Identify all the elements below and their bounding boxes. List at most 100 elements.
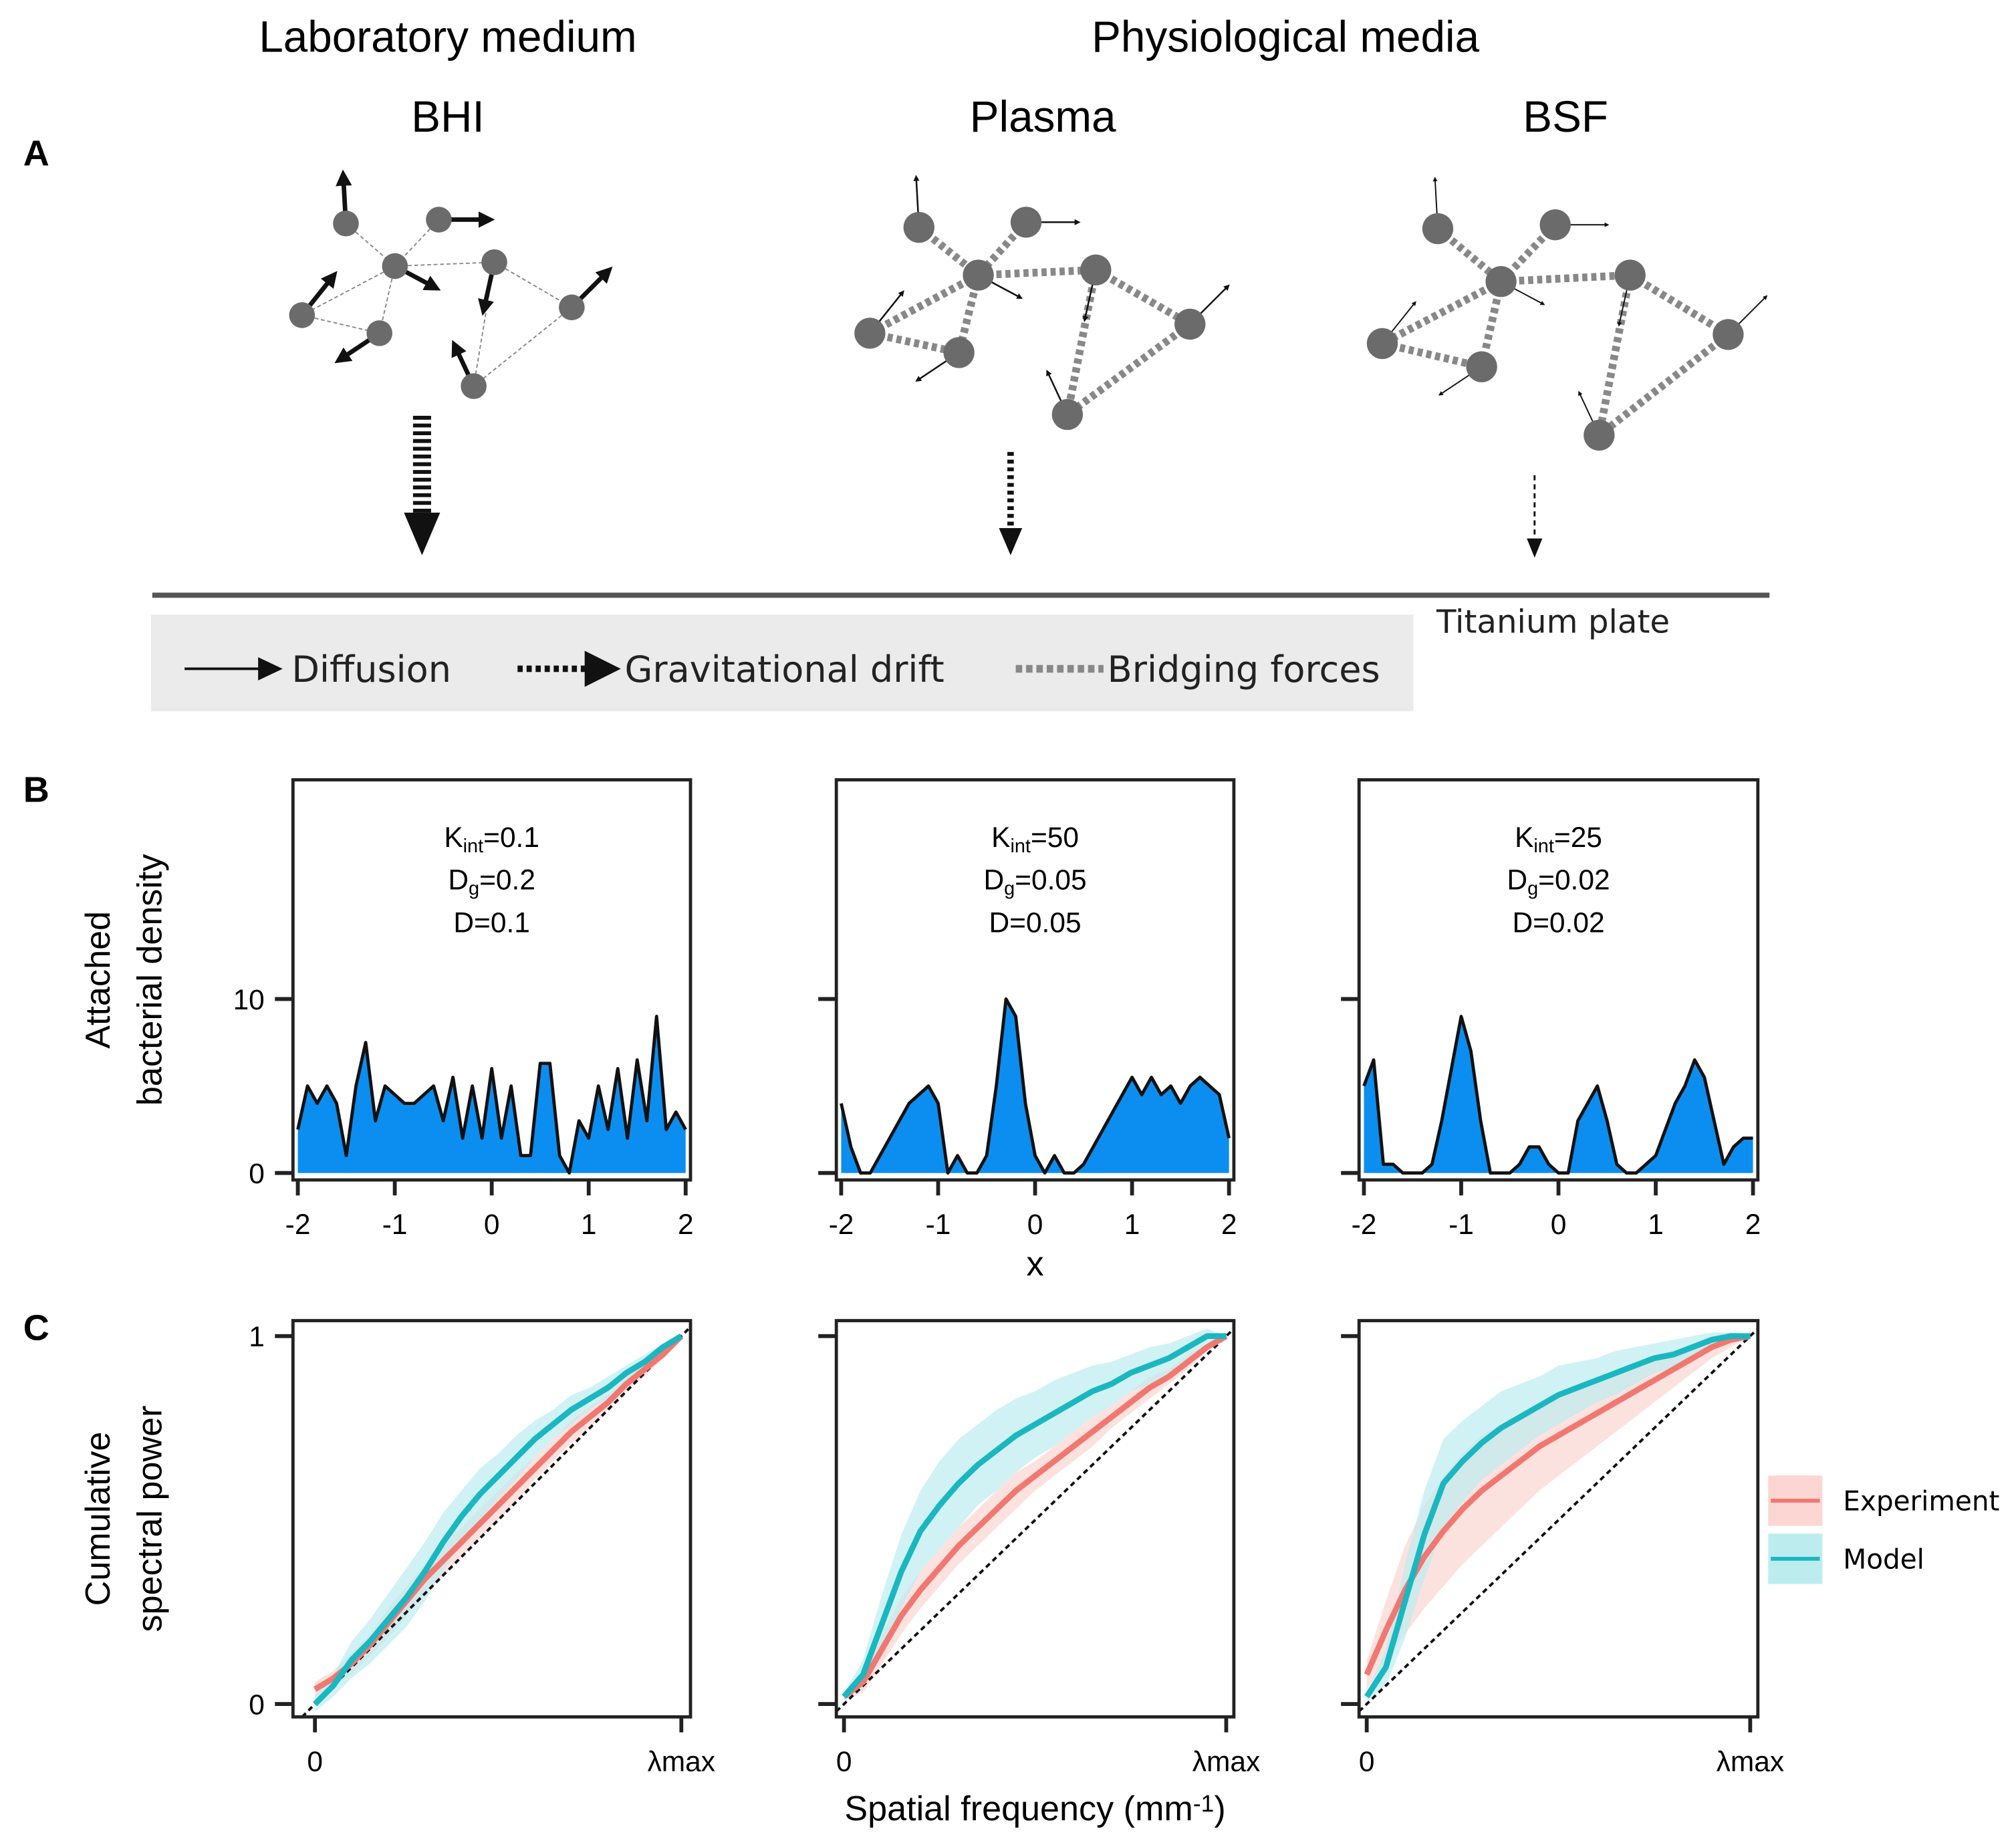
- bacterium: [1051, 398, 1083, 431]
- bridge: [1063, 269, 1100, 416]
- diffusion-arrow: [306, 271, 338, 309]
- y-tick-label: 0: [249, 1689, 265, 1721]
- diffusion-arrow: [915, 359, 949, 382]
- parameter-annotation: D=0.05: [989, 906, 1081, 938]
- diffusion-arrow: [913, 174, 920, 215]
- y-tick-label: 0: [249, 1158, 265, 1189]
- y-axis-label: bacterial density: [130, 854, 169, 1106]
- diffusion-arrow: [451, 340, 472, 378]
- diffusion-arrow: [577, 266, 613, 302]
- subscript: g: [469, 878, 479, 900]
- confidence-band: [315, 1336, 682, 1712]
- gravity-head: [404, 512, 440, 556]
- bridge: [1595, 274, 1634, 437]
- density-area: [841, 999, 1229, 1173]
- text-part: K: [444, 822, 463, 853]
- bacterium: [426, 207, 452, 233]
- bridge: [378, 265, 396, 334]
- bridge: [1065, 321, 1192, 418]
- text-part: λ: [1192, 1745, 1207, 1777]
- y-tick-label: 10: [233, 984, 265, 1015]
- x-tick-label: -2: [829, 1209, 854, 1240]
- text-part: D: [1507, 864, 1527, 896]
- legend-diffusion-head: [258, 657, 283, 681]
- bridge: [1094, 266, 1192, 328]
- bacterium: [1466, 351, 1497, 382]
- density-outline: [296, 1015, 687, 1175]
- plate-label: Titanium plate: [1436, 603, 1670, 640]
- text-part: Spatial frequency (mm: [844, 1790, 1192, 1828]
- text-part: D=0.1: [453, 906, 530, 938]
- bacterium: [289, 302, 316, 328]
- panel-label: B: [23, 769, 49, 810]
- x-axis-label: x: [1027, 1245, 1044, 1283]
- legend-box: [150, 614, 1414, 712]
- legend-text: Diffusion: [291, 648, 451, 691]
- y-axis-label: Cumulative: [79, 1432, 118, 1606]
- x-tick-label: 0: [1359, 1745, 1375, 1777]
- text-part: =25: [1554, 822, 1602, 853]
- diffusion-arrow: [1046, 369, 1063, 404]
- bridge: [394, 261, 495, 267]
- chart: 0 λmax 0 1 Cumulative spectral power: [79, 1319, 715, 1777]
- density-area: [297, 1016, 686, 1173]
- chart: Experiment Model 0 λmax: [1341, 1319, 1999, 1777]
- text-part: D: [448, 864, 469, 896]
- text-part: max: [662, 1745, 715, 1777]
- parameter-annotation: Dg=0.02: [1507, 864, 1610, 900]
- x-tick-label: λmax: [1192, 1745, 1260, 1777]
- text-part: max: [1731, 1745, 1784, 1777]
- bacterium: [481, 249, 507, 275]
- bacterium: [1174, 308, 1206, 340]
- text-part: =50: [1031, 822, 1079, 853]
- schematic-column: [854, 174, 1230, 556]
- diffusion-arrow: [1432, 176, 1438, 216]
- bacterium: [854, 318, 886, 349]
- subscript: int: [463, 836, 484, 857]
- diffusion-arrow: [1390, 301, 1416, 334]
- diffusion-arrow: [478, 271, 495, 316]
- diffusion-arrow: [1737, 295, 1768, 326]
- bacterium: [1485, 266, 1517, 297]
- bridge: [301, 314, 380, 334]
- text-part: λ: [1717, 1745, 1731, 1777]
- plot-frame: [834, 1319, 1236, 1719]
- x-tick-label: 1: [1648, 1209, 1664, 1240]
- bridge: [1596, 331, 1731, 439]
- bacterium: [943, 337, 975, 368]
- x-tick-label: 1: [1124, 1209, 1140, 1240]
- medium-name: BHI: [411, 92, 484, 141]
- x-tick-label: λmax: [1717, 1745, 1784, 1777]
- subscript: g: [1527, 878, 1538, 900]
- parameter-annotation: Dg=0.2: [448, 864, 535, 900]
- confidence-band: [844, 1328, 1227, 1701]
- confidence-band: [1366, 1332, 1751, 1701]
- bridge: [301, 265, 396, 316]
- x-tick-label: -1: [382, 1209, 408, 1240]
- legend-text: Bridging forces: [1108, 648, 1380, 691]
- parameter-annotation: Kint=0.1: [444, 822, 539, 857]
- identity-line: [835, 1328, 1235, 1713]
- bacterium: [1539, 209, 1571, 241]
- medium-name: Plasma: [970, 92, 1116, 141]
- bacterium: [366, 320, 392, 346]
- series-line: [842, 1333, 1228, 1699]
- text-part: D=0.02: [1512, 906, 1604, 938]
- bacterium: [461, 373, 487, 399]
- bacterium: [382, 253, 408, 279]
- bacterium: [1614, 259, 1646, 291]
- bridge: [1628, 271, 1731, 338]
- text-part: ): [1214, 1790, 1225, 1828]
- legend-label: Model: [1843, 1543, 1924, 1575]
- identity-line: [1358, 1328, 1759, 1713]
- bacterium: [333, 211, 359, 237]
- y-tick-label: 1: [249, 1321, 265, 1352]
- x-tick-label: 0: [1551, 1209, 1567, 1240]
- plot-frame: [291, 1319, 692, 1719]
- column-header: Laboratory medium: [259, 13, 636, 62]
- x-axis-label: Spatial frequency (mm-1): [844, 1790, 1225, 1828]
- density-outline: [840, 997, 1231, 1175]
